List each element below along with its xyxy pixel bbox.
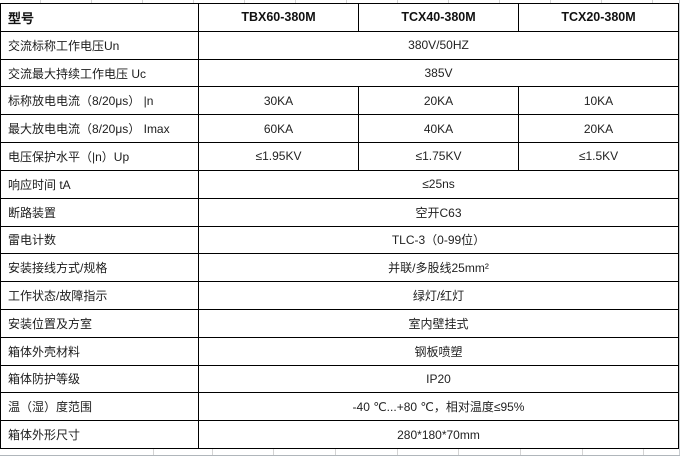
table-row: 交流最大持续工作电压 Uc 385V [0, 58, 679, 88]
column-header-model: 型号 [0, 3, 199, 32]
product-spec-table: 型号 TBX60-380M TCX40-380M TCX20-380M 交流标称… [0, 3, 679, 449]
cell-value: 20KA [518, 114, 679, 144]
table-row: 交流标称工作电压Un 380V/50HZ [0, 30, 679, 60]
cell-value: TLC-3（0-99位） [198, 225, 679, 255]
cell-value: 380V/50HZ [198, 30, 679, 60]
cell-value: ≤25ns [198, 169, 679, 199]
table-row: 安装位置及方室 室内壁挂式 [0, 308, 679, 338]
table-row: 安装接线方式/规格 并联/多股线25mm² [0, 253, 679, 283]
table-row: 电压保护水平（|n）Up ≤1.95KV ≤1.75KV ≤1.5KV [0, 142, 679, 171]
cell-value: 室内壁挂式 [198, 308, 679, 338]
row-label: 安装接线方式/规格 [0, 253, 199, 283]
table-row: 雷电计数 TLC-3（0-99位） [0, 225, 679, 255]
row-label: 交流标称工作电压Un [0, 30, 199, 60]
cell-value: 并联/多股线25mm² [198, 253, 679, 283]
row-label: 箱体防护等级 [0, 364, 199, 394]
spreadsheet-gridlines-top [0, 0, 678, 3]
cell-value: 385V [198, 58, 679, 88]
table-row: 最大放电电流（8/20μs） Imax 60KA 40KA 20KA [0, 114, 679, 144]
column-header-tbx60: TBX60-380M [198, 3, 359, 32]
cell-value: ≤1.75KV [358, 142, 519, 171]
cell-value: 40KA [358, 114, 519, 144]
table-row: 标称放电电流（8/20μs） |n 30KA 20KA 10KA [0, 86, 679, 116]
table-row: 箱体外壳材料 钢板喷塑 [0, 336, 679, 366]
table-row: 温（湿）度范围 -40 ℃...+80 ℃，相对温度≤95% [0, 392, 679, 422]
table-header-row: 型号 TBX60-380M TCX40-380M TCX20-380M [0, 3, 679, 32]
cell-value: 20KA [358, 86, 519, 116]
cell-value: 10KA [518, 86, 679, 116]
cell-value: IP20 [198, 364, 679, 394]
cell-value: 30KA [198, 86, 359, 116]
cell-value: 60KA [198, 114, 359, 144]
column-header-tcx40: TCX40-380M [358, 3, 519, 32]
row-label: 响应时间 tA [0, 169, 199, 199]
cell-value: 绿灯/红灯 [198, 281, 679, 310]
row-label: 箱体外壳材料 [0, 336, 199, 366]
row-label: 最大放电电流（8/20μs） Imax [0, 114, 199, 144]
row-label: 温（湿）度范围 [0, 392, 199, 422]
table-row: 断路装置 空开C63 [0, 197, 679, 227]
row-label: 雷电计数 [0, 225, 199, 255]
row-label: 交流最大持续工作电压 Uc [0, 58, 199, 88]
cell-value: -40 ℃...+80 ℃，相对温度≤95% [198, 392, 679, 422]
row-label: 安装位置及方室 [0, 308, 199, 338]
row-label: 电压保护水平（|n）Up [0, 142, 199, 171]
cell-value: ≤1.95KV [198, 142, 359, 171]
cell-value: 280*180*70mm [198, 420, 679, 449]
cell-value: 空开C63 [198, 197, 679, 227]
row-label: 工作状态/故障指示 [0, 281, 199, 310]
column-header-tcx20: TCX20-380M [518, 3, 679, 32]
cell-value: 钢板喷塑 [198, 336, 679, 366]
table-row: 箱体防护等级 IP20 [0, 364, 679, 394]
row-label: 标称放电电流（8/20μs） |n [0, 86, 199, 116]
row-label: 断路装置 [0, 197, 199, 227]
cell-value: ≤1.5KV [518, 142, 679, 171]
table-row: 工作状态/故障指示 绿灯/红灯 [0, 281, 679, 310]
row-label: 箱体外形尺寸 [0, 420, 199, 449]
table-row: 箱体外形尺寸 280*180*70mm [0, 420, 679, 449]
spreadsheet-gridlines-bottom [0, 449, 678, 455]
table-row: 响应时间 tA ≤25ns [0, 169, 679, 199]
